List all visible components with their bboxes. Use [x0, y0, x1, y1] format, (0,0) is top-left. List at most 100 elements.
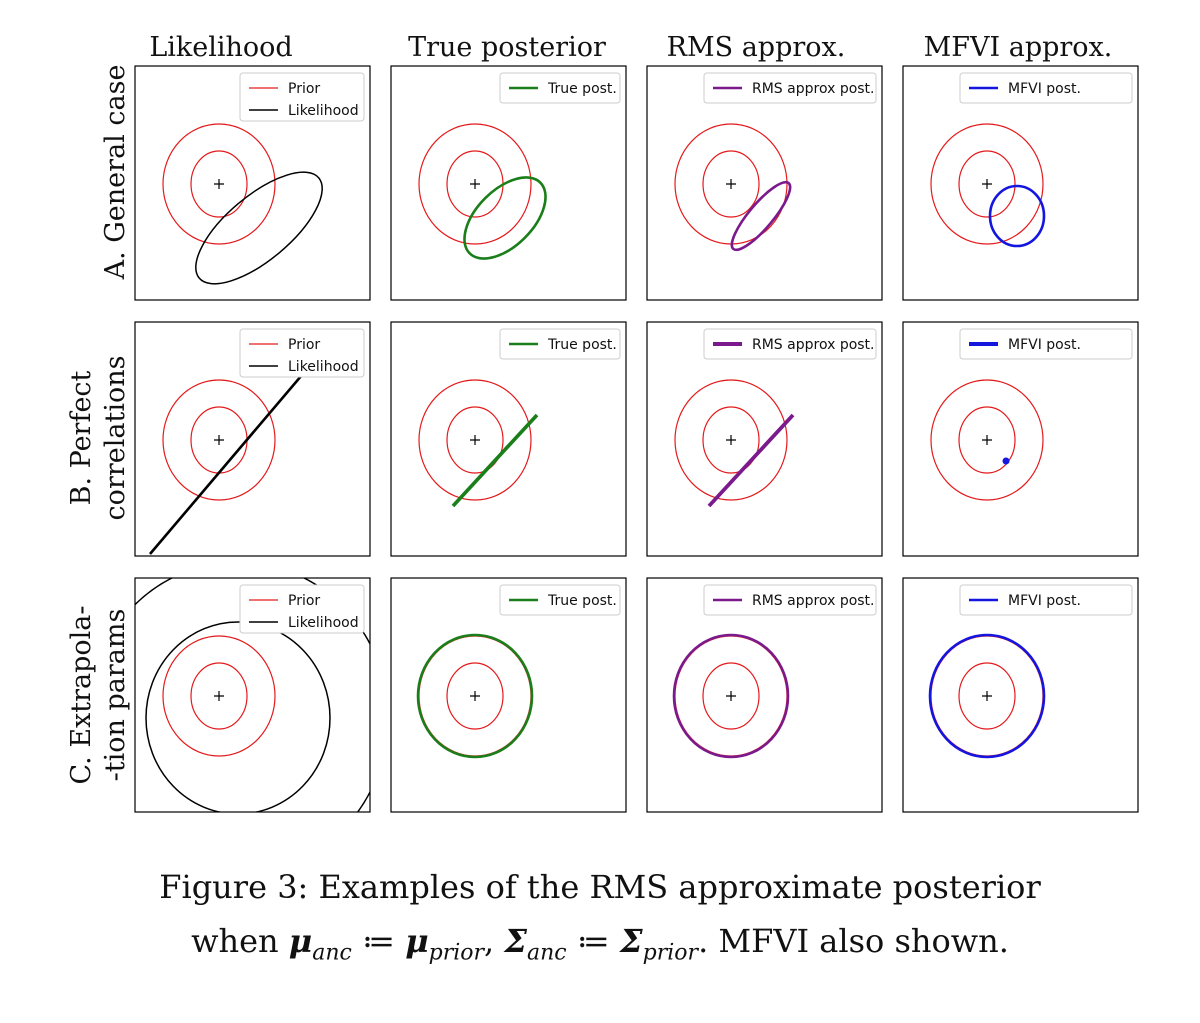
legend-label: Prior — [288, 593, 320, 609]
rms-posterior-ellipse — [672, 633, 790, 759]
prior-inner-ellipse — [190, 150, 248, 218]
plot-area — [674, 123, 792, 252]
caption-when: when — [191, 922, 289, 960]
caption-comma: , — [484, 922, 505, 960]
plot-area — [135, 578, 370, 812]
panel-a-rms: RMS approx post. — [646, 65, 883, 301]
plot-area — [674, 379, 795, 508]
mfvi-posterior-ellipse — [988, 184, 1046, 248]
prior-inner-ellipse — [446, 406, 504, 474]
caption-mu-1: μ — [288, 922, 313, 960]
row-title-a: A. General case — [100, 65, 131, 281]
legend-box — [499, 328, 621, 360]
plot-area — [672, 633, 790, 759]
prior-mean-marker — [470, 179, 480, 189]
prior-mean-marker — [726, 691, 736, 701]
plot-area — [418, 123, 547, 260]
row-title-b-line1: B. Perfect — [66, 370, 97, 505]
prior-outer-ellipse — [930, 379, 1044, 501]
panel-c-likelihood: Prior Likelihood — [134, 577, 371, 813]
prior-inner-ellipse — [958, 406, 1016, 474]
caption-mu-2: μ — [405, 922, 429, 960]
legend-box — [959, 72, 1133, 104]
caption-anc-1: anc — [312, 940, 352, 966]
panel-a-true-posterior: True post. — [390, 65, 627, 301]
prior-outer-ellipse — [674, 379, 788, 501]
plot-area — [930, 123, 1046, 248]
prior-outer-ellipse — [418, 123, 532, 245]
legend-label: True post. — [547, 593, 617, 609]
caption-assign-2: ≔ — [566, 922, 621, 960]
panel-a-mfvi: MFVI post. — [902, 65, 1139, 301]
legend-box — [499, 72, 621, 104]
prior-mean-marker — [982, 435, 992, 445]
legend-label: MFVI post. — [1008, 593, 1081, 609]
panel-c-mfvi: MFVI post. — [902, 577, 1139, 813]
likelihood-inner-ellipse — [145, 621, 331, 812]
plot-area — [930, 379, 1044, 501]
legend-box — [959, 328, 1133, 360]
legend: MFVI post. — [959, 328, 1133, 360]
legend-label: RMS approx post. — [752, 593, 875, 609]
caption-prior-1: prior — [428, 940, 485, 966]
legend-label: True post. — [547, 81, 617, 97]
legend-label: MFVI post. — [1008, 337, 1081, 353]
prior-mean-marker — [726, 435, 736, 445]
row-title-c: C. Extrapola- -tion params — [66, 605, 131, 784]
plot-area — [416, 633, 534, 759]
plot-area — [418, 379, 539, 508]
prior-mean-marker — [982, 179, 992, 189]
panel-frame — [134, 321, 371, 557]
caption-assign-1: ≔ — [351, 922, 406, 960]
legend-box — [239, 328, 365, 378]
legend-box — [703, 328, 877, 360]
legend-box — [959, 584, 1133, 616]
legend-label: RMS approx post. — [752, 337, 875, 353]
panel-frame — [902, 65, 1139, 301]
panel-frame — [646, 577, 883, 813]
legend-label: MFVI post. — [1008, 81, 1081, 97]
prior-mean-marker — [470, 691, 480, 701]
panel-a-likelihood: Prior Likelihood — [134, 65, 371, 301]
column-title-true-posterior: True posterior — [408, 32, 606, 63]
true-posterior-ellipse — [463, 176, 547, 260]
column-title-mfvi-approx: MFVI approx. — [924, 32, 1113, 63]
legend-label: Likelihood — [288, 103, 359, 119]
prior-inner-ellipse — [702, 150, 760, 218]
prior-outer-ellipse — [162, 635, 276, 757]
legend: Prior Likelihood — [239, 72, 365, 122]
true-posterior-line — [451, 413, 539, 508]
panel-c-true-posterior: True post. — [390, 577, 627, 813]
legend: Prior Likelihood — [239, 584, 365, 634]
panel-b-mfvi: MFVI post. — [902, 321, 1139, 557]
prior-mean-marker — [470, 435, 480, 445]
panel-frame — [134, 65, 371, 301]
plot-area — [928, 633, 1046, 759]
column-title-rms-approx: RMS approx. — [667, 32, 846, 63]
row-title-b-line2: correlations — [100, 356, 131, 521]
legend-label: Prior — [288, 337, 320, 353]
true-posterior-ellipse — [416, 633, 534, 759]
legend-box — [499, 584, 621, 616]
panel-frame — [902, 321, 1139, 557]
panel-frame — [646, 321, 883, 557]
panel-c-rms: RMS approx post. — [646, 577, 883, 813]
row-title-c-line2: -tion params — [100, 609, 131, 782]
legend: Prior Likelihood — [239, 328, 365, 378]
plot-area — [149, 361, 314, 555]
panel-b-rms: RMS approx post. — [646, 321, 883, 557]
row-title-c-line1: C. Extrapola- — [66, 605, 97, 784]
likelihood-line — [149, 361, 314, 555]
legend-box — [703, 72, 877, 104]
column-title-likelihood: Likelihood — [149, 32, 292, 63]
prior-outer-ellipse — [162, 123, 276, 245]
caption-line-2: when μanc ≔ μprior, Σanc ≔ Σprior. MFVI … — [0, 922, 1200, 965]
legend-label: Likelihood — [288, 359, 359, 375]
legend: RMS approx post. — [703, 72, 877, 104]
caption-line-1: Figure 3: Examples of the RMS approximat… — [159, 868, 1041, 906]
panel-frame — [390, 321, 627, 557]
plot-area — [162, 123, 323, 285]
caption-suffix: . MFVI also shown. — [698, 922, 1009, 960]
legend-box — [239, 72, 365, 122]
